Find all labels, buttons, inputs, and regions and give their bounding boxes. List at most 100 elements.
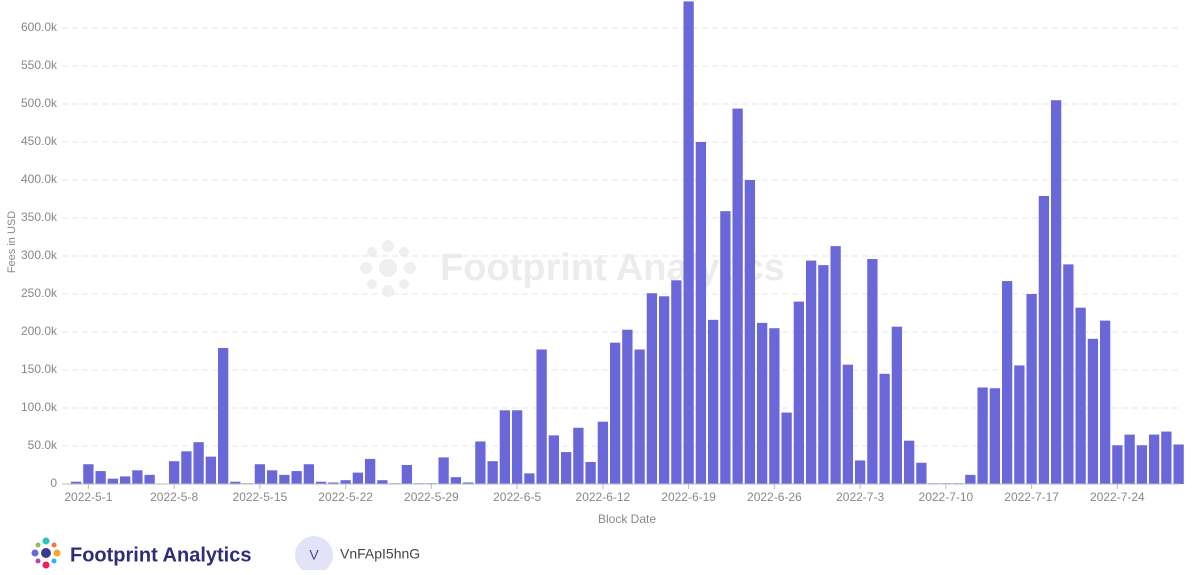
- bar: [965, 474, 976, 484]
- bar: [1087, 338, 1099, 484]
- bar: [1038, 195, 1050, 484]
- bar: [916, 462, 927, 484]
- bar: [168, 461, 180, 484]
- y-tick-label: 600.0k: [21, 20, 58, 34]
- bar: [793, 301, 805, 484]
- bar: [720, 211, 731, 484]
- y-tick-label: 450.0k: [21, 134, 58, 148]
- x-tick-label: 2022-5-8: [150, 490, 198, 504]
- bar: [989, 388, 1001, 484]
- bar: [756, 322, 768, 484]
- bar: [144, 474, 155, 484]
- bar: [671, 280, 682, 484]
- bar: [842, 364, 854, 484]
- y-tick-label: 100.0k: [21, 400, 58, 414]
- bar: [95, 471, 106, 484]
- bar: [830, 246, 841, 484]
- bar: [634, 349, 645, 484]
- y-tick-label: 200.0k: [21, 324, 58, 338]
- bar: [487, 461, 498, 484]
- bar: [291, 471, 302, 484]
- bar: [340, 480, 351, 484]
- bar: [462, 482, 474, 484]
- bar: [781, 412, 792, 484]
- bar: [70, 481, 82, 484]
- bar: [609, 342, 621, 484]
- bar: [328, 482, 339, 484]
- bar: [977, 387, 988, 484]
- user-name[interactable]: VnFApI5hnG: [340, 546, 420, 562]
- bar: [217, 347, 229, 484]
- x-tick-label: 2022-5-29: [404, 490, 459, 504]
- y-tick-label: 300.0k: [21, 248, 58, 262]
- bar: [315, 481, 327, 484]
- bar: [499, 410, 511, 484]
- bar: [475, 441, 486, 484]
- bar: [205, 456, 217, 484]
- bar: [119, 476, 131, 484]
- x-tick-label: 2022-5-1: [64, 490, 112, 504]
- bar: [1136, 445, 1148, 484]
- bar: [1050, 100, 1062, 484]
- bar: [254, 464, 266, 484]
- bar: [854, 460, 866, 484]
- bar: [377, 480, 388, 484]
- x-tick-label: 2022-6-5: [493, 490, 541, 504]
- x-tick-label: 2022-7-3: [836, 490, 884, 504]
- x-tick-label: 2022-7-24: [1090, 490, 1145, 504]
- bar: [646, 293, 658, 484]
- bar: [732, 108, 743, 484]
- bar: [769, 328, 780, 484]
- y-tick-label: 500.0k: [21, 96, 58, 110]
- x-tick-label: 2022-6-26: [747, 490, 802, 504]
- bar: [364, 458, 376, 484]
- bar: [352, 472, 364, 484]
- bar: [744, 180, 756, 484]
- bar: [1161, 431, 1172, 484]
- bar: [695, 142, 707, 484]
- bar: [193, 442, 204, 484]
- bar: [818, 265, 829, 484]
- bar: [181, 451, 192, 484]
- bar: [548, 435, 560, 484]
- y-tick-label: 550.0k: [21, 58, 58, 72]
- bar: [132, 470, 143, 484]
- bar: [1075, 307, 1086, 484]
- bar: [1063, 264, 1074, 484]
- bar: [536, 349, 547, 484]
- bar: [279, 474, 290, 484]
- bar: [83, 464, 94, 484]
- bar: [1148, 434, 1160, 484]
- bar: [1099, 320, 1111, 484]
- y-tick-label: 400.0k: [21, 172, 58, 186]
- x-tick-label: 2022-6-19: [661, 490, 716, 504]
- bar: [438, 457, 449, 484]
- y-tick-label: 50.0k: [28, 438, 58, 452]
- bar: [683, 1, 694, 485]
- bar: [867, 259, 878, 484]
- bar: [707, 319, 719, 484]
- bar: [573, 427, 584, 484]
- x-tick-label: 2022-7-10: [919, 490, 974, 504]
- bar: [1014, 365, 1025, 484]
- bar: [622, 329, 633, 484]
- bar: [585, 461, 596, 484]
- x-axis-title: Block Date: [598, 512, 656, 526]
- bar: [107, 478, 119, 484]
- avatar[interactable]: [295, 536, 333, 574]
- y-tick-label: 0: [50, 476, 57, 490]
- bar: [266, 470, 278, 484]
- x-tick-label: 2022-5-15: [233, 490, 288, 504]
- x-tick-label: 2022-7-17: [1004, 490, 1059, 504]
- y-tick-label: 350.0k: [21, 210, 58, 224]
- bar: [1173, 444, 1184, 484]
- bar: [903, 440, 915, 484]
- avatar-initial: V: [309, 547, 319, 563]
- bar: [511, 410, 523, 484]
- bar: [560, 452, 572, 484]
- brand-name: Footprint Analytics: [70, 544, 251, 566]
- y-tick-label: 150.0k: [21, 362, 58, 376]
- bar: [303, 464, 315, 484]
- bar: [401, 465, 413, 484]
